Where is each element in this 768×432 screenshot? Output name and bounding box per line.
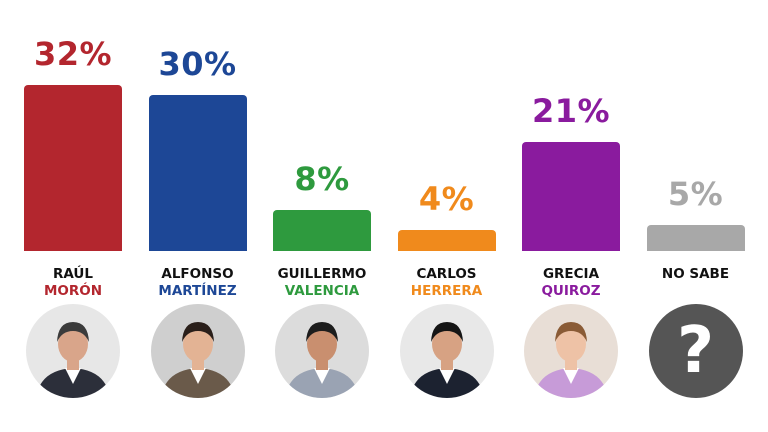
category-label: CARLOS HERRERA [385,266,509,300]
data-label: 32% [33,35,113,73]
candidate-last-name: MARTÍNEZ [158,283,237,299]
person-photo-icon [524,304,618,398]
bar [24,85,122,251]
question-mark: ? [676,314,715,388]
person-photo-icon [399,304,494,398]
bar [646,225,745,251]
candidate-first-name: NO SABE [661,266,730,282]
category-label: RAÚL MORÓN [11,266,135,300]
data-label: 30% [158,45,237,84]
candidate-first-name: GRECIA [542,266,600,282]
person-photo-icon [150,304,245,398]
data-label: 4% [418,180,475,219]
bar [273,209,371,251]
bar [522,142,620,251]
person-photo-icon [26,304,120,398]
category-label: ALFONSO MARTÍNEZ [136,266,260,300]
candidate-last-name: HERRERA [410,283,483,299]
data-label: 5% [667,175,724,214]
candidate-last-name: QUIROZ [541,283,601,299]
question-mark-icon: ? [648,304,743,398]
data-label: 21% [531,92,611,131]
category-label: GUILLERMO VALENCIA [260,266,384,300]
bar [397,230,496,251]
candidate-first-name: GUILLERMO [277,266,367,282]
candidate-first-name: CARLOS [416,266,477,282]
data-label: 8% [294,159,350,198]
bar [148,95,247,251]
candidate-first-name: ALFONSO [161,266,234,282]
category-label: GRECIA QUIROZ [509,266,633,300]
candidate-last-name: MORÓN [43,283,103,299]
category-label: NO SABE [634,266,758,283]
candidate-first-name: RAÚL [53,266,93,282]
person-photo-icon [275,304,369,398]
candidate-last-name: VALENCIA [284,283,360,299]
